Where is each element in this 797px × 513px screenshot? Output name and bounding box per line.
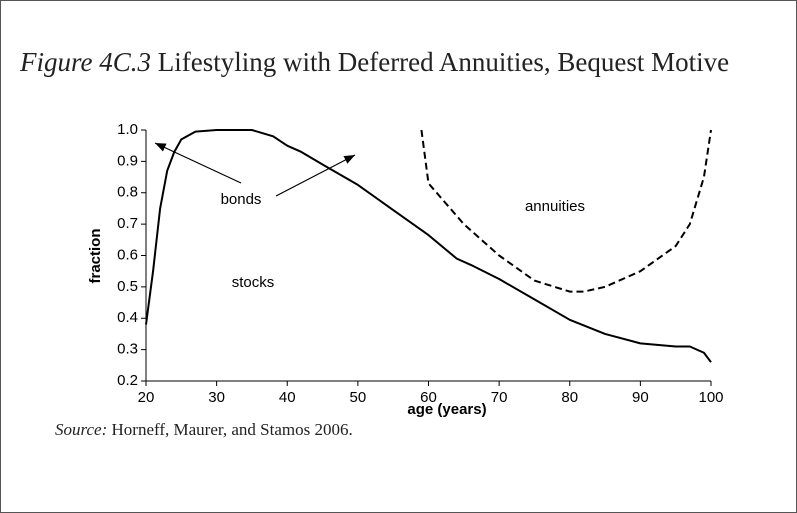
- y-tick-label: 0.9: [117, 152, 138, 169]
- figure-title: Figure 4C.3 Lifestyling with Deferred An…: [20, 48, 760, 76]
- x-tick-label: 60: [420, 389, 437, 406]
- figure-label: Figure 4C.3: [20, 47, 151, 77]
- y-tick-label: 1.0: [117, 121, 138, 138]
- x-tick-label: 90: [632, 389, 649, 406]
- y-tick-label: 0.6: [117, 246, 138, 263]
- y-tick-label: 0.4: [117, 309, 138, 326]
- annotation: stocks: [232, 274, 275, 291]
- x-tick-label: 50: [350, 389, 367, 406]
- x-tick-label: 70: [491, 389, 508, 406]
- annotation: bonds: [221, 191, 262, 208]
- arrow: [154, 142, 242, 184]
- y-tick-label: 0.3: [117, 341, 138, 358]
- y-tick-label: 0.7: [117, 215, 138, 232]
- source-label: Source:: [55, 420, 108, 439]
- y-tick-label: 0.5: [117, 278, 138, 295]
- y-axis-label: fraction: [87, 228, 104, 283]
- x-tick-label: 20: [138, 389, 155, 406]
- source: Source: Horneff, Maurer, and Stamos 2006…: [55, 420, 353, 440]
- x-tick-label: 80: [561, 389, 578, 406]
- x-tick-label: 100: [698, 389, 723, 406]
- annotation: annuities: [525, 198, 585, 215]
- title: Lifestyling with Deferred Annuities, Beq…: [157, 47, 730, 77]
- x-axis-label: age (years): [407, 401, 486, 418]
- x-tick-label: 30: [208, 389, 225, 406]
- y-tick-label: 0.8: [117, 184, 138, 201]
- arrow: [275, 154, 356, 197]
- x-tick-label: 40: [279, 389, 296, 406]
- line: [145, 129, 712, 363]
- source-text: Horneff, Maurer, and Stamos 2006.: [111, 420, 353, 439]
- line: [420, 129, 712, 293]
- y-tick-label: 0.2: [117, 372, 138, 389]
